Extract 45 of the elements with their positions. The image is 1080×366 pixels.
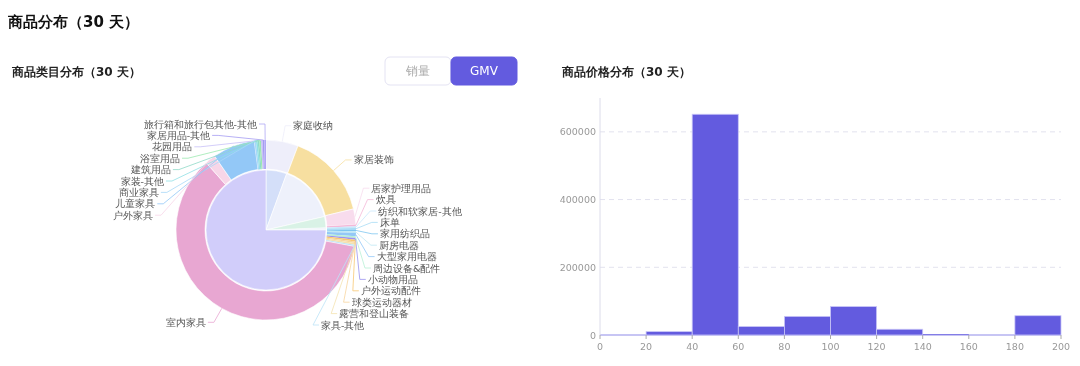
text: GMV	[470, 64, 499, 78]
slice-label: 家庭收纳	[293, 120, 334, 132]
x-tick-label: 120	[867, 341, 886, 352]
x-tick-label: 180	[1005, 341, 1024, 352]
slice-label: 纺织和软家居-其他	[378, 205, 462, 217]
slice-label: 家具-其他	[321, 319, 365, 331]
x-tick-label: 0	[596, 341, 604, 352]
x-tick-label: 40	[686, 341, 699, 352]
slice-label: 炊具	[375, 194, 396, 206]
slice-label: 花园用品	[152, 141, 193, 153]
slice-label: 户外家具	[113, 209, 154, 221]
slice-label: 家用纺织品	[379, 228, 430, 240]
y-tick-label: 200000	[559, 261, 596, 273]
y-tick-label: 0	[589, 329, 596, 341]
slice-label: 居家护理用品	[371, 182, 432, 194]
slice-label: 露营和登山装备	[339, 308, 410, 320]
x-tick-label: 20	[640, 341, 653, 352]
slice-label: 家居用品-其他	[146, 129, 211, 141]
x-tick-label: 200	[1051, 341, 1071, 352]
y-tick-label: 400000	[559, 194, 596, 206]
slice-label: 室内家具	[165, 316, 206, 328]
slice-label: 建筑用品	[129, 164, 171, 176]
slice-label: 家居装饰	[353, 154, 394, 166]
x-tick-label: 80	[778, 341, 791, 352]
x-tick-label: 140	[913, 341, 932, 352]
chart-title: 商品价格分布（30 天）	[561, 65, 691, 79]
slice-label: 浴室用品	[140, 152, 181, 164]
slice-label: 大型家用电器	[376, 251, 437, 263]
slice-label: 床单	[379, 216, 400, 228]
slice-label: 户外运动配件	[360, 285, 421, 297]
slice-label: 儿童家具	[115, 198, 156, 210]
text: 商品分布（30 天）	[7, 13, 140, 31]
slice-label: 商业家具	[118, 186, 159, 198]
x-tick-label: 60	[732, 341, 745, 352]
slice-label: 厨房电器	[378, 239, 419, 251]
chart-title: 商品类目分布（30 天）	[11, 65, 141, 79]
slice-label: 球类运动器材	[351, 296, 412, 308]
x-tick-label: 100	[821, 341, 840, 352]
slice-label: 家装-其他	[120, 175, 164, 187]
x-tick-label: 160	[959, 341, 978, 352]
text: 销量	[405, 64, 430, 78]
slice-label: 周边设备&配件	[372, 262, 441, 274]
slice-label: 小动物用品	[367, 273, 418, 285]
slice-label: 旅行箱和旅行包其他-其他	[143, 118, 257, 130]
y-tick-label: 600000	[559, 126, 596, 138]
